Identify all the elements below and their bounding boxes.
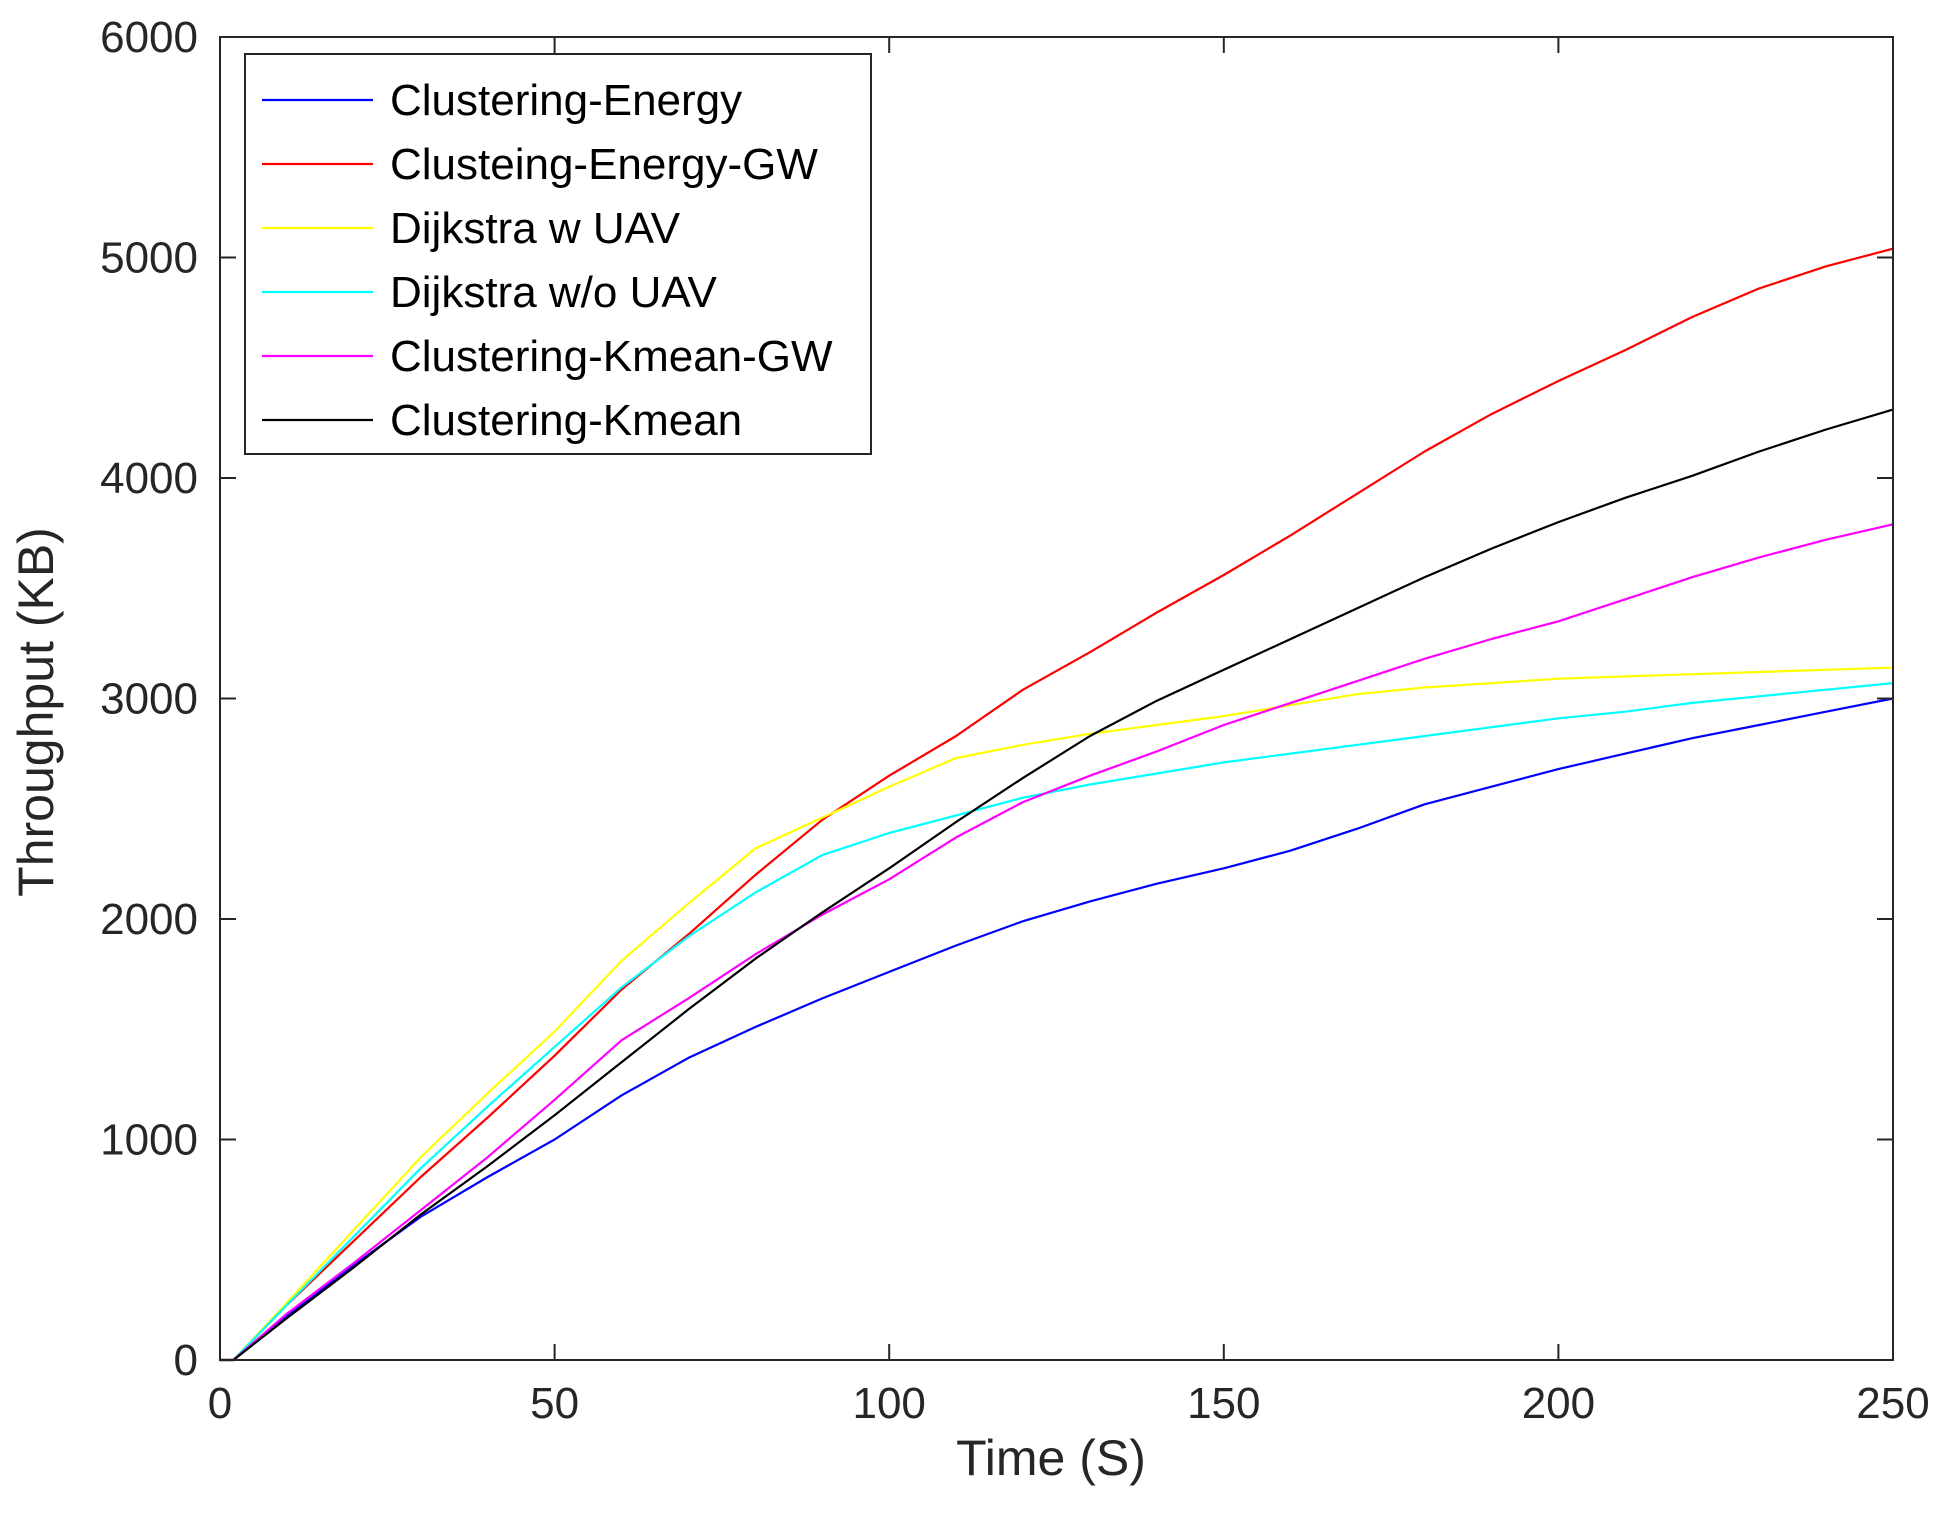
- y-axis-label: Throughput (KB): [8, 527, 64, 897]
- legend-box: [244, 53, 872, 455]
- legend-label-clustering-kmean: Clustering-Kmean: [390, 396, 742, 445]
- y-tick-label: 3000: [100, 675, 198, 724]
- legend-label-dijkstra-w-uav: Dijkstra w UAV: [390, 204, 681, 253]
- x-tick-label: 50: [530, 1379, 579, 1428]
- series-line-dijkstra-w-o-uav: [218, 681, 1895, 1362]
- y-tick-label: 2000: [100, 895, 198, 944]
- axes-layer: 0 50 100 150 200 250 0 1000 2000 3000 4000 5000 6000: [100, 13, 1930, 1428]
- legend: Clustering-Energy Clusteing-Energy-GW Dijk…: [244, 53, 872, 455]
- y-tick-label: 0: [174, 1336, 198, 1385]
- legend-label-clusteing-energy-gw: Clusteing-Energy-GW: [390, 140, 818, 189]
- legend-label-clustering-kmean-gw: Clustering-Kmean-GW: [390, 332, 833, 381]
- series-line-clustering-kmean-gw: [218, 523, 1895, 1362]
- legend-label-dijkstra-w-o-uav: Dijkstra w/o UAV: [390, 268, 717, 317]
- series-line-clusteing-energy-gw: [218, 247, 1895, 1362]
- plot-lines-layer: [218, 247, 1895, 1362]
- y-tick-label: 5000: [100, 234, 198, 283]
- x-tick-label: 0: [208, 1379, 232, 1428]
- x-tick-label: 250: [1856, 1379, 1929, 1428]
- series-line-clustering-kmean: [218, 408, 1895, 1362]
- x-tick-label: 150: [1187, 1379, 1260, 1428]
- legend-label-clustering-energy: Clustering-Energy: [390, 76, 742, 125]
- y-tick-label: 6000: [100, 13, 198, 62]
- x-tick-label: 200: [1522, 1379, 1595, 1428]
- y-tick-label: 4000: [100, 454, 198, 503]
- x-axis-label: Time (S): [956, 1430, 1146, 1486]
- series-line-clustering-energy: [218, 697, 1895, 1362]
- x-tick-label: 100: [852, 1379, 925, 1428]
- y-tick-label: 1000: [100, 1116, 198, 1165]
- series-line-dijkstra-w-uav: [218, 666, 1895, 1362]
